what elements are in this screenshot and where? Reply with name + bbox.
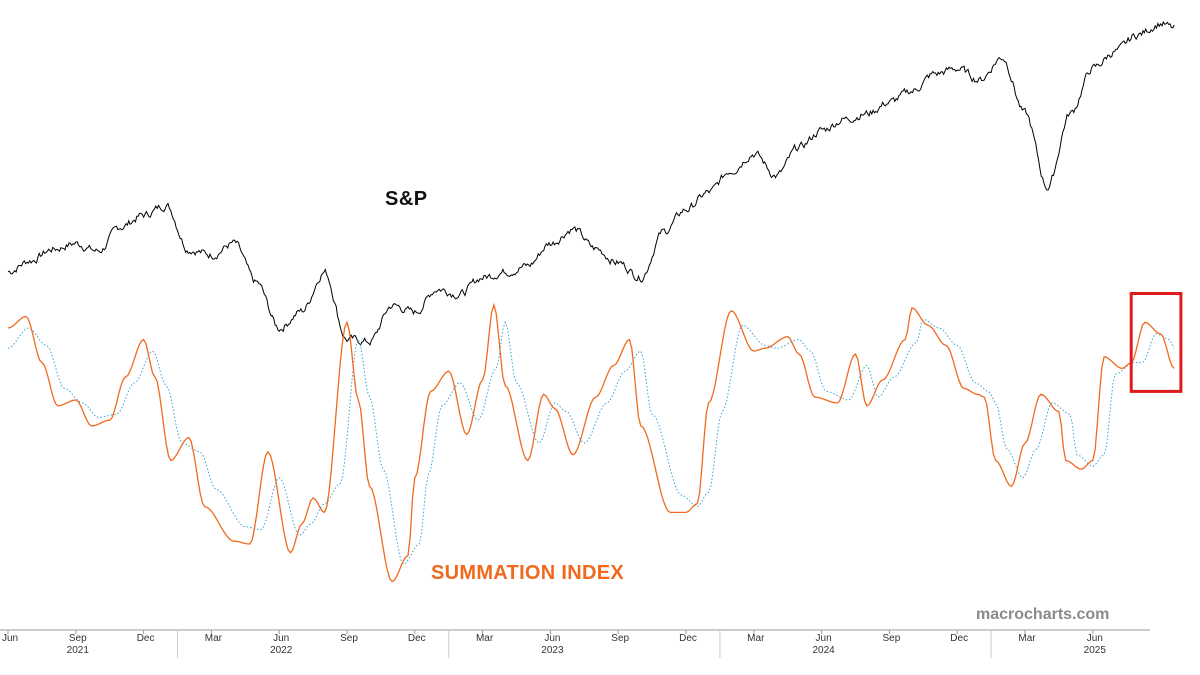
highlight-box (1129, 292, 1183, 393)
sp-line (7, 20, 1175, 346)
month-tick-label: Dec (408, 633, 426, 644)
month-tick-label: Mar (476, 633, 494, 644)
month-tick-label: Mar (747, 633, 765, 644)
month-tick-label: Sep (611, 633, 629, 644)
year-label: 2021 (67, 645, 90, 656)
summation-index-series (7, 302, 1175, 583)
month-tick-label: Jun (273, 633, 289, 644)
month-tick-label: Mar (1018, 633, 1036, 644)
watermark: macrocharts.com (976, 606, 1110, 623)
month-tick-label: Dec (679, 633, 697, 644)
sp-series-label: S&P (385, 188, 428, 210)
month-tick-label: Jun (544, 633, 560, 644)
month-tick-label: Jun (816, 633, 832, 644)
summation-index-label: SUMMATION INDEX (431, 562, 625, 584)
month-tick-label: Jun (1087, 633, 1103, 644)
year-label: 2023 (541, 645, 564, 656)
month-tick-label: Sep (340, 633, 358, 644)
month-tick-label: Jun (2, 633, 18, 644)
year-label: 2022 (270, 645, 293, 656)
year-label: 2025 (1084, 645, 1107, 656)
sp-series (7, 20, 1175, 346)
x-axis: Jun Sep Dec Mar Jun Sep Dec Mar Jun Sep Dec Mar Jun S… (0, 629, 1150, 658)
summation-index-line (7, 302, 1175, 583)
summation-signal-series (7, 318, 1175, 565)
month-tick-label: Sep (883, 633, 901, 644)
month-tick-label: Mar (205, 633, 223, 644)
year-label: 2024 (812, 645, 835, 656)
highlight-box-group (1129, 292, 1183, 393)
summation-signal-line (7, 318, 1175, 565)
month-tick-label: Dec (950, 633, 968, 644)
month-tick-label: Sep (69, 633, 87, 644)
month-tick-label: Dec (137, 633, 155, 644)
